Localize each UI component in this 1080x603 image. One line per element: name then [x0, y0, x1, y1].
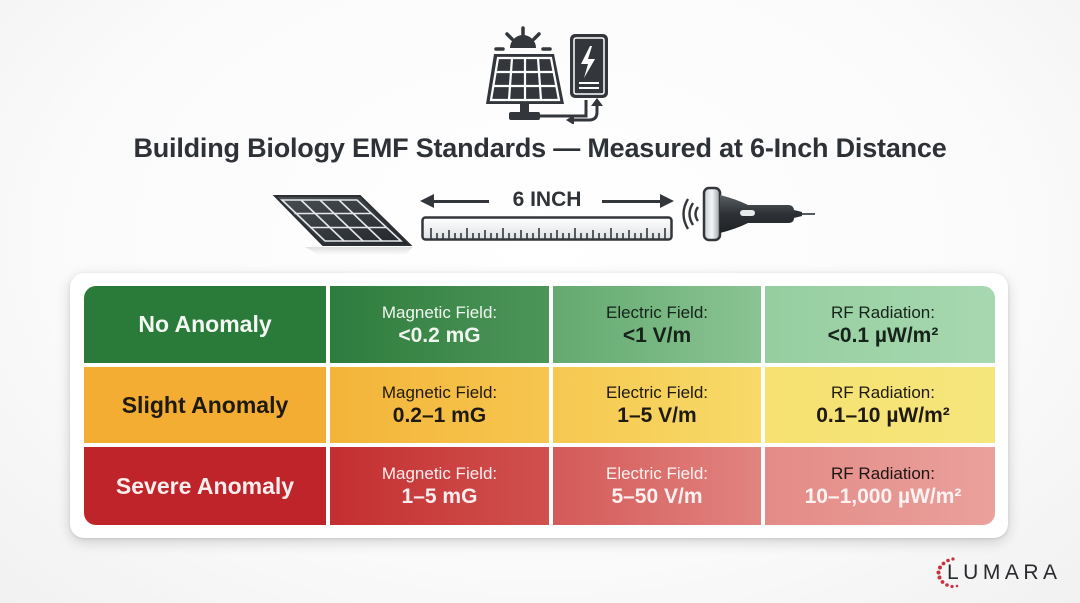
page-title: Building Biology EMF Standards — Measure… — [133, 133, 947, 163]
metric-value: 0.2–1 mG — [392, 404, 487, 427]
metric-name: Electric Field: — [605, 302, 709, 322]
magnetic-field-cell: Magnetic Field: 1–5 mG — [330, 447, 549, 525]
metric-value: <0.2 mG — [398, 323, 481, 347]
distance-indicator: 6 INCH — [418, 187, 676, 215]
metric-value: 10–1,000 µW/m² — [804, 485, 962, 508]
metric-name: RF Radiation: — [831, 383, 935, 402]
standards-card: No Anomaly Magnetic Field: <0.2 mG Elect… — [70, 273, 1008, 538]
level-cell-severe-anomaly: Severe Anomaly — [84, 447, 326, 525]
metric-name: Electric Field: — [605, 464, 709, 483]
metric-name: Magnetic Field: — [381, 464, 498, 483]
lumara-logo: LUMARA — [933, 556, 1063, 590]
rf-radiation-cell: RF Radiation: <0.1 µW/m² — [765, 286, 995, 363]
rf-radiation-cell: RF Radiation: 10–1,000 µW/m² — [765, 447, 995, 525]
electric-field-cell: Electric Field: <1 V/m — [553, 286, 761, 363]
metric-name: RF Radiation: — [831, 464, 935, 483]
ruler-icon — [421, 216, 673, 242]
metric-value: 1–5 V/m — [617, 404, 697, 427]
metric-name: Magnetic Field: — [381, 383, 498, 402]
logo-text: LUMARA — [947, 561, 1062, 584]
arrow-left-icon — [420, 194, 434, 208]
level-label: Slight Anomaly — [121, 391, 289, 418]
electric-field-cell: Electric Field: 5–50 V/m — [553, 447, 761, 525]
emf-standards-table: No Anomaly Magnetic Field: <0.2 mG Elect… — [84, 286, 995, 525]
distance-label: 6 INCH — [512, 188, 582, 211]
emf-meter-probe-icon — [676, 185, 816, 245]
magnetic-field-cell: Magnetic Field: 0.2–1 mG — [330, 367, 549, 443]
dotted-arc-icon — [936, 557, 959, 589]
solar-panel-icon — [265, 185, 415, 255]
metric-name: Electric Field: — [605, 383, 709, 402]
level-label: No Anomaly — [138, 311, 272, 337]
metric-value: <0.1 µW/m² — [827, 323, 939, 347]
metric-value: <1 V/m — [622, 323, 692, 347]
level-cell-slight-anomaly: Slight Anomaly — [84, 367, 326, 443]
metric-name: Magnetic Field: — [381, 302, 498, 322]
level-label: Severe Anomaly — [115, 472, 295, 499]
metric-value: 1–5 mG — [401, 485, 478, 508]
electric-field-cell: Electric Field: 1–5 V/m — [553, 367, 761, 443]
metric-name: RF Radiation: — [831, 302, 935, 322]
rf-radiation-cell: RF Radiation: 0.1–10 µW/m² — [765, 367, 995, 443]
solar-panel-battery-icon — [482, 26, 612, 125]
magnetic-field-cell: Magnetic Field: <0.2 mG — [330, 286, 549, 363]
arrow-right-icon — [660, 194, 674, 208]
metric-value: 5–50 V/m — [611, 485, 703, 508]
level-cell-no-anomaly: No Anomaly — [84, 286, 326, 363]
metric-value: 0.1–10 µW/m² — [816, 404, 950, 427]
